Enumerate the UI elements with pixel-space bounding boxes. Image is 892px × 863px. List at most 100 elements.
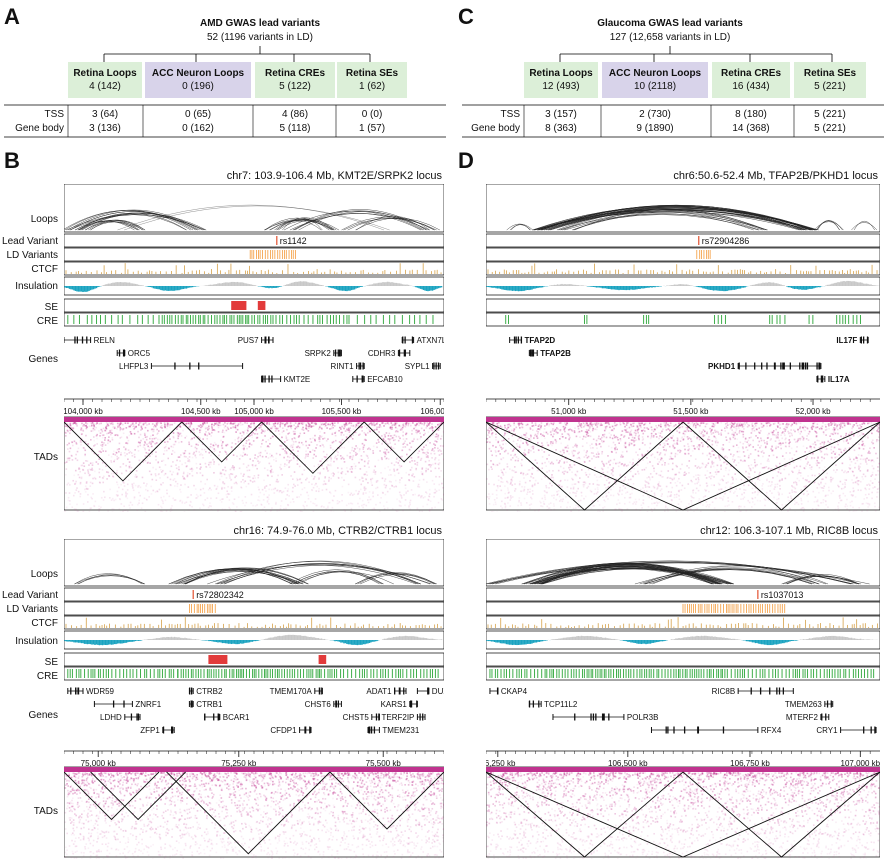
hic-pixel <box>443 424 444 427</box>
loop-arc <box>90 221 139 231</box>
hic-pixel <box>402 446 405 448</box>
hic-pixel <box>64 462 66 464</box>
hic-pixel <box>183 452 186 454</box>
hic-pixel <box>222 469 224 471</box>
hic-pixel <box>442 430 444 433</box>
hic-pixel <box>842 439 845 442</box>
hic-pixel <box>641 442 644 444</box>
hic-pixel <box>422 505 424 508</box>
hic-pixel <box>199 468 202 470</box>
hic-pixel <box>197 425 200 427</box>
hic-pixel <box>147 461 149 464</box>
hic-pixel <box>602 471 605 474</box>
hic-pixel <box>809 446 811 448</box>
hic-pixel <box>502 443 504 446</box>
hic-pixel <box>319 445 322 447</box>
hic-pixel <box>249 479 252 482</box>
hic-pixel <box>370 498 372 501</box>
hic-pixel <box>160 505 162 508</box>
insulation-frame <box>486 276 880 296</box>
gene-label: TFAP2D <box>524 336 555 345</box>
hic-pixel <box>263 467 266 470</box>
hic-pixel <box>428 488 431 491</box>
hic-pixel <box>684 453 687 455</box>
hic-pixel <box>725 467 727 469</box>
hic-pixel <box>105 426 107 429</box>
hic-pixel <box>130 452 133 454</box>
hic-pixel <box>310 475 313 477</box>
hic-pixel <box>208 505 211 507</box>
hic-pixel <box>249 435 251 437</box>
hic-pixel <box>164 445 167 448</box>
a-cell: 4 (86) <box>281 109 309 120</box>
hic-pixel <box>765 442 768 445</box>
hic-pixel <box>92 424 95 427</box>
hic-pixel <box>818 446 821 449</box>
hic-pixel <box>425 427 428 429</box>
hic-pixel <box>144 447 146 450</box>
hic-pixel <box>394 422 397 424</box>
hic-pixel <box>305 425 308 428</box>
hic-pixel <box>160 440 163 443</box>
hic-pixel <box>160 496 162 499</box>
hic-pixel <box>98 458 101 460</box>
hic-pixel <box>159 426 162 429</box>
hic-pixel <box>255 428 258 431</box>
hic-pixel <box>168 495 171 498</box>
hic-pixel <box>365 478 368 481</box>
c-box-retina-loops: Retina Loops 12 (493) <box>524 62 598 98</box>
hic-pixel <box>844 481 846 484</box>
hic-pixel <box>396 498 398 501</box>
hic-pixel <box>79 495 82 498</box>
hic-pixel <box>170 445 173 448</box>
hic-pixel <box>265 455 267 458</box>
hic-pixel <box>230 478 233 481</box>
hic-pixel <box>191 470 193 473</box>
hic-pixel <box>188 504 191 506</box>
hic-pixel <box>744 437 747 440</box>
hic-pixel <box>301 511 304 512</box>
hic-pixel <box>635 501 638 503</box>
hic-pixel <box>243 437 245 439</box>
hic-pixel <box>86 488 88 490</box>
hic-pixel <box>726 463 728 466</box>
hic-pixel <box>327 470 329 472</box>
hic-pixel <box>318 477 320 479</box>
hic-pixel <box>580 423 582 425</box>
hic-pixel <box>155 442 158 444</box>
hic-pixel <box>778 468 781 471</box>
hic-pixel <box>186 422 188 424</box>
hic-pixel <box>212 444 215 447</box>
hic-pixel <box>307 422 309 424</box>
hic-pixel <box>340 431 342 434</box>
hic-pixel <box>427 468 430 471</box>
hic-pixel <box>199 494 202 497</box>
hic-pixel <box>318 487 320 490</box>
hic-pixel <box>72 444 74 447</box>
hic-pixel <box>101 430 104 433</box>
hic-pixel <box>694 508 697 511</box>
hic-pixel <box>691 422 694 424</box>
track-label: TADs <box>33 452 58 463</box>
hic-pixel <box>85 482 88 484</box>
hic-pixel <box>163 449 166 452</box>
hic-pixel <box>837 509 840 512</box>
hic-pixel <box>610 473 613 475</box>
hic-pixel <box>231 422 233 425</box>
hic-pixel <box>744 423 746 426</box>
hic-pixel <box>225 453 228 455</box>
hic-pixel <box>562 425 565 428</box>
hic-pixel <box>111 508 114 510</box>
hic-pixel <box>421 473 424 476</box>
hic-pixel <box>428 427 431 430</box>
hic-pixel <box>84 491 87 493</box>
hic-pixel <box>837 432 839 435</box>
hic-pixel <box>182 472 185 475</box>
hic-pixel <box>591 443 593 445</box>
hic-pixel <box>151 453 154 455</box>
hic-pixel <box>674 423 677 426</box>
hic-pixel <box>179 425 181 428</box>
hic-pixel <box>340 472 343 475</box>
hic-pixel <box>90 430 93 432</box>
hic-pixel <box>384 448 386 450</box>
